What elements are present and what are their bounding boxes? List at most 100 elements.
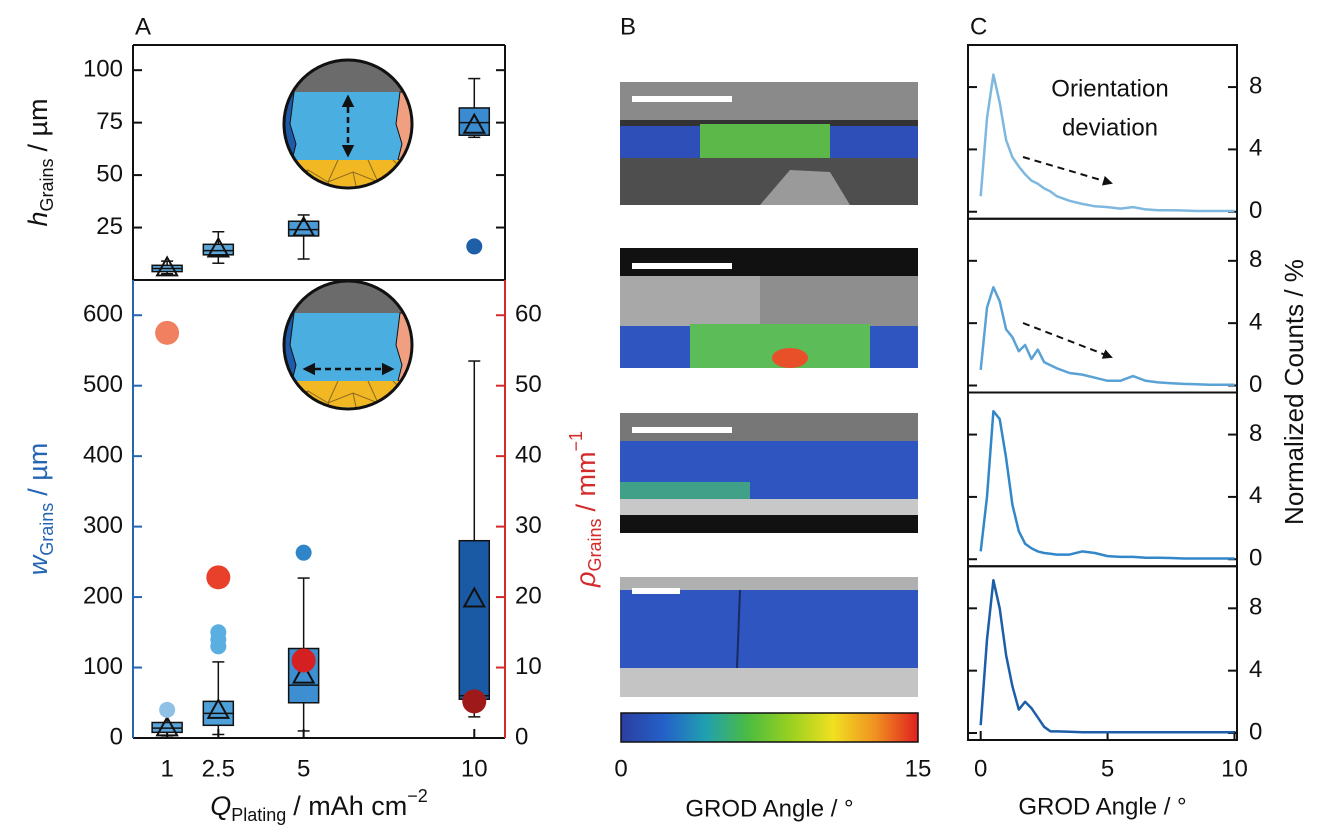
y-tick-label: 0 [1249,197,1262,224]
y-tick-label: 8 [1249,420,1262,447]
label-subscript: Plating [231,805,286,825]
y-tick-label: 100 [83,56,123,83]
mean-marker [155,715,179,737]
image-region [700,124,830,158]
y2-tick-label: 40 [515,441,542,468]
x-tick-label: 10 [1221,755,1248,782]
y-axis-label: Normalized Counts / % [1279,259,1309,525]
image-region [736,589,741,669]
y-tick-label: 300 [83,512,123,539]
x-tick-label: 10 [461,755,488,782]
mean-marker [462,586,486,608]
colorbar-label: GROD Angle / ° [685,795,853,822]
label-superscript: −2 [407,786,428,806]
mean-marker [291,662,316,684]
box [202,243,235,256]
label-unit: / mm [571,452,601,512]
scale-bar [632,96,732,102]
y-tick-label: 200 [83,582,123,609]
x-tick-label: 2.5 [202,755,235,782]
y2-tick-label: 60 [515,301,542,328]
scale-bar [632,588,680,594]
annotation: deviation [1062,114,1158,141]
image-region [760,170,850,205]
image-region [772,348,808,368]
axis-label: QPlating / mAh cm−2 [210,786,428,825]
axis-label: ρGrains / mm−1 [566,431,605,588]
x-tick-label: 5 [1101,755,1114,782]
y-tick-label: 0 [1249,371,1262,398]
y2-tick-label: 20 [515,582,542,609]
mean-marker [206,236,231,258]
outlier [159,701,176,718]
label-superscript: −1 [566,431,586,452]
y-tick-label: 8 [1249,72,1262,99]
label-symbol: Q [210,791,231,821]
data-line [979,286,1235,386]
box [458,539,491,700]
y-tick-label: 8 [1249,594,1262,621]
y-tick-label: 4 [1249,656,1262,683]
scale-bar [632,263,732,269]
outlier [295,544,312,561]
label-unit: / µm [23,98,53,151]
scale-bar [632,427,732,433]
axis-label: hGrains / µm [23,98,57,226]
trend-arrow [1022,322,1113,359]
y-tick-label: 75 [96,108,123,135]
outlier [210,624,227,641]
y-tick-label: 25 [96,213,123,240]
label-symbol: w [23,554,53,575]
y2-tick-label: 50 [515,371,542,398]
image-region [620,499,918,515]
box [287,220,320,237]
label-subscript: Grains [585,519,605,572]
y-tick-label: 0 [1249,718,1262,745]
x-tick-label: 1 [160,755,173,782]
box [458,107,491,136]
label-unit: / µm [23,443,53,496]
data-line [979,409,1235,560]
mean-marker [155,255,179,277]
image-region [620,482,750,500]
y-tick-label: 400 [83,441,123,468]
label-unit: / mAh cm [293,791,407,821]
density-point [206,565,231,590]
label-symbol: ρ [571,572,601,588]
data-line [979,579,1235,734]
axis-label: wGrains / µm [23,443,57,576]
mean-marker [462,112,486,134]
ebsd-image-4 [620,577,918,697]
x-axis-label: GROD Angle / ° [1018,793,1186,820]
x-tick-label: 0 [974,755,987,782]
colorbar-tick-label: 15 [905,755,932,782]
ebsd-image-1 [620,82,918,205]
y-tick-label: 500 [83,371,123,398]
panel-label: C [970,13,987,40]
trend-arrow [1022,156,1113,186]
y-tick-label: 0 [110,723,123,750]
colorbar [620,712,919,743]
mean-marker [291,215,316,237]
image-region [760,276,918,326]
y-tick-label: 8 [1249,246,1262,273]
panel-label: A [135,13,151,40]
plot-frame [967,565,1238,741]
outlier [466,238,483,255]
label-subscript: Grains [37,159,57,212]
y-tick-label: 600 [83,301,123,328]
image-region [620,515,918,533]
annotation: Orientation [1051,75,1168,102]
image-region [620,668,918,697]
y-tick-label: 50 [96,160,123,187]
panel-label: B [620,13,636,40]
y-tick-label: 4 [1249,482,1262,509]
image-region [620,82,918,124]
data-line [979,73,1235,213]
ebsd-image-2 [620,248,918,368]
y-tick-label: 4 [1249,308,1262,335]
x-tick-label: 5 [297,755,310,782]
